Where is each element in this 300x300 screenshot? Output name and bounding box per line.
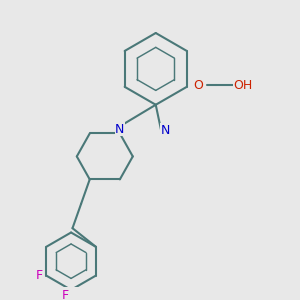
Text: OH: OH	[233, 79, 252, 92]
Text: F: F	[35, 269, 43, 282]
Text: N: N	[115, 123, 124, 136]
Text: O: O	[193, 79, 203, 92]
Text: F: F	[62, 289, 69, 300]
Text: N: N	[161, 124, 170, 137]
